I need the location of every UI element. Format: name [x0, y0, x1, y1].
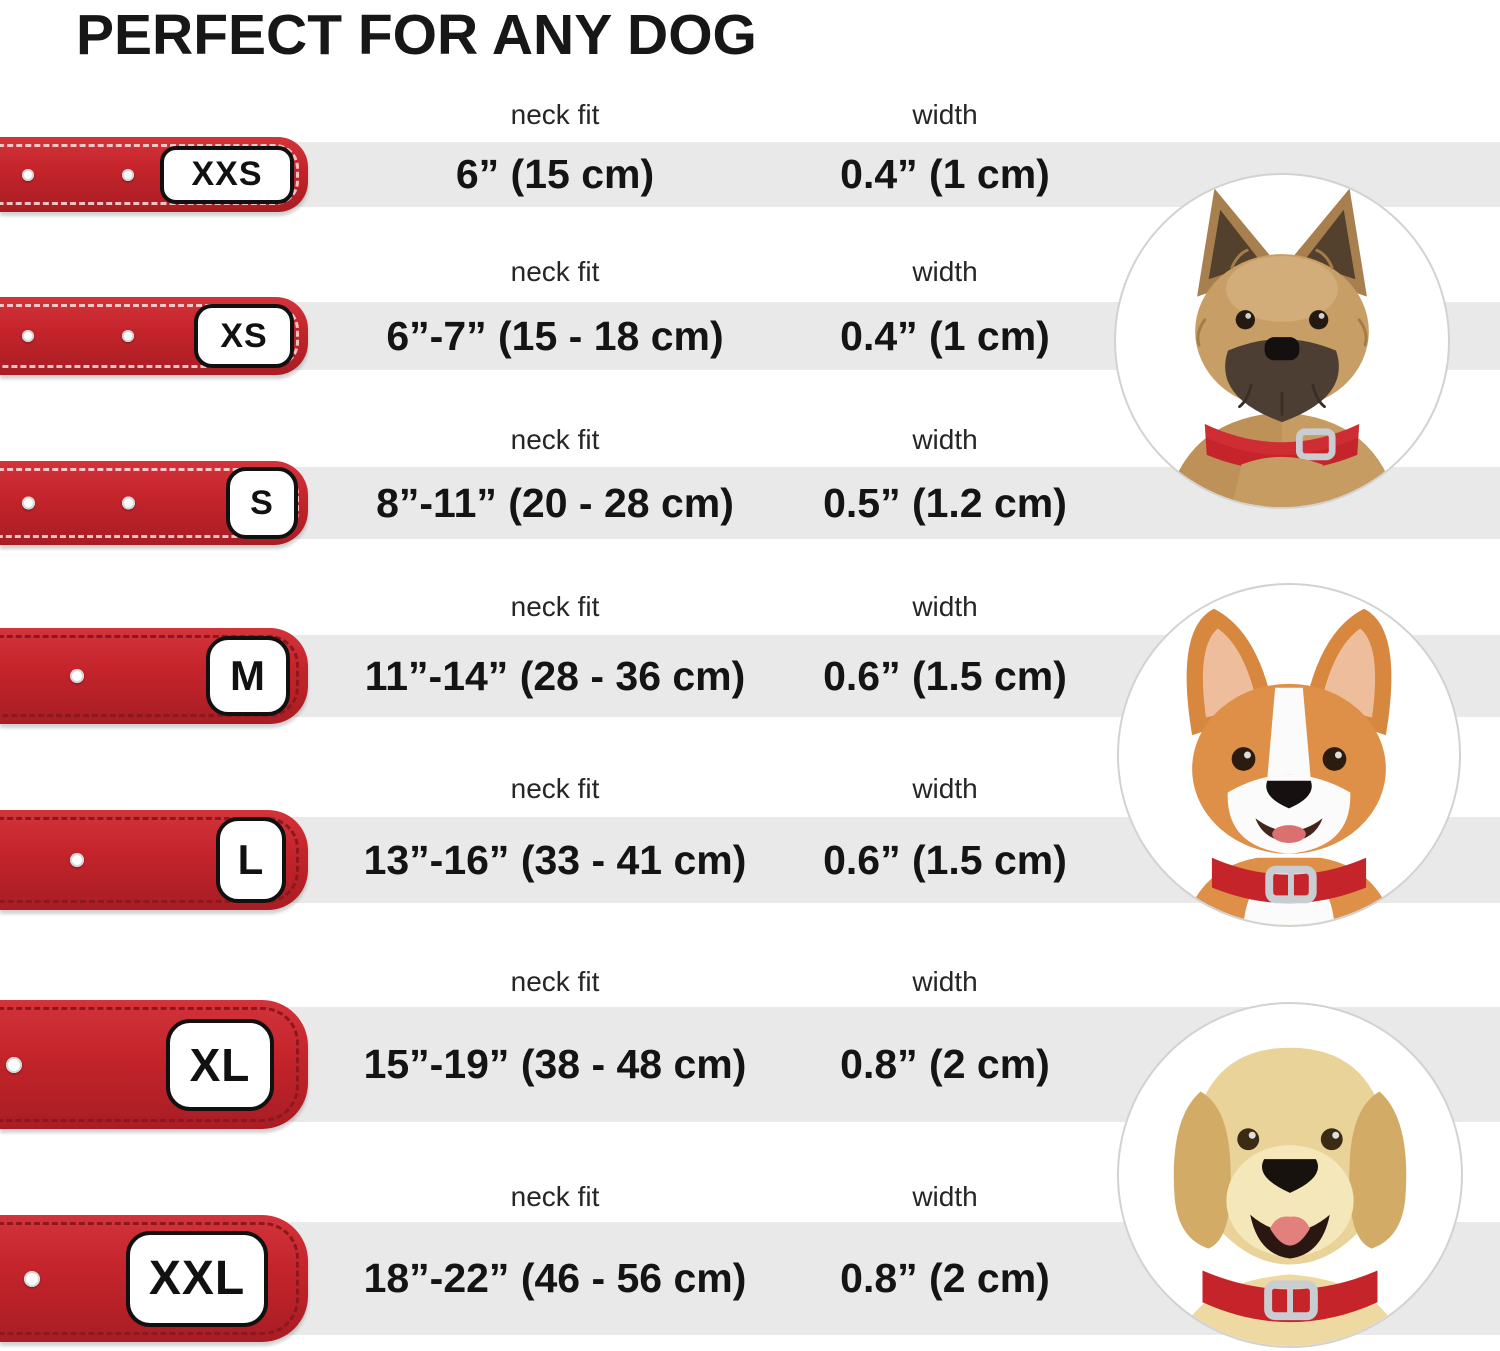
collar-rivet — [6, 1056, 22, 1073]
collar-rivet — [70, 669, 84, 683]
neck-fit-value: 8”-11” (20 - 28 cm) — [376, 479, 734, 526]
neck-fit-column-header: neck fit — [510, 966, 600, 997]
collar-strip-xxl: XXL — [0, 1215, 308, 1342]
page-title: PERFECT FOR ANY DOG — [76, 3, 757, 67]
neck-fit-value: 11”-14” (28 - 36 cm) — [364, 652, 746, 699]
width-column-header: width — [912, 591, 978, 622]
neck-fit-value: 13”-16” (33 - 41 cm) — [363, 836, 747, 883]
collar-rivet — [22, 330, 34, 342]
neck-fit-value: 15”-19” (38 - 48 cm) — [363, 1041, 747, 1087]
width-column-header: width — [912, 99, 978, 130]
neck-fit-value: 6” (15 cm) — [455, 151, 655, 197]
labrador-illustration — [1173, 1047, 1407, 1346]
labrador-dog-photo — [1117, 1002, 1463, 1348]
width-column-header: width — [912, 256, 978, 287]
size-tag-l: L — [216, 817, 286, 903]
collar-rivet — [122, 168, 134, 181]
width-value: 0.4” (1 cm) — [840, 312, 1050, 359]
size-tag-m: M — [206, 636, 290, 716]
neck-fit-column-header: neck fit — [510, 424, 600, 455]
neck-fit-column-header: neck fit — [510, 256, 600, 287]
terrier-illustration — [1166, 188, 1398, 507]
neck-fit-column-header: neck fit — [510, 99, 600, 130]
width-value: 0.6” (1.5 cm) — [823, 836, 1067, 883]
collar-strip-xxs: XXS — [0, 137, 308, 212]
size-tag-xxl: XXL — [126, 1230, 268, 1327]
size-tag-xs: XS — [194, 304, 294, 368]
corgi-dog-photo — [1117, 583, 1461, 927]
corgi-illustration — [1184, 608, 1394, 925]
collar-strip-m: M — [0, 628, 308, 724]
neck-fit-column-header: neck fit — [510, 1181, 600, 1212]
width-value: 0.8” (2 cm) — [840, 1255, 1050, 1301]
collar-rivet — [122, 330, 134, 342]
neck-fit-value: 6”-7” (15 - 18 cm) — [386, 312, 724, 359]
neck-fit-column-header: neck fit — [510, 591, 600, 622]
width-value: 0.8” (2 cm) — [840, 1041, 1050, 1087]
width-value: 0.4” (1 cm) — [840, 151, 1050, 197]
collar-strip-xs: XS — [0, 297, 308, 375]
collar-rivet — [24, 1270, 40, 1287]
collar-rivet — [22, 168, 34, 181]
collar-rivet — [122, 496, 135, 510]
terrier-dog-photo — [1114, 173, 1450, 509]
collar-strip-l: L — [0, 810, 308, 910]
width-value: 0.6” (1.5 cm) — [823, 652, 1067, 699]
collar-strip-xl: XL — [0, 1000, 308, 1129]
width-column-header: width — [912, 1181, 978, 1212]
width-column-header: width — [912, 966, 978, 997]
collar-rivet — [70, 853, 84, 867]
size-tag-s: S — [226, 467, 298, 539]
neck-fit-column-header: neck fit — [510, 773, 600, 804]
width-value: 0.5” (1.2 cm) — [823, 479, 1067, 526]
size-tag-xxs: XXS — [160, 145, 294, 204]
width-column-header: width — [912, 773, 978, 804]
size-tag-xl: XL — [166, 1018, 274, 1111]
neck-fit-value: 18”-22” (46 - 56 cm) — [363, 1255, 747, 1301]
width-column-header: width — [912, 424, 978, 455]
collar-strip-s: S — [0, 461, 308, 545]
collar-rivet — [22, 496, 35, 510]
